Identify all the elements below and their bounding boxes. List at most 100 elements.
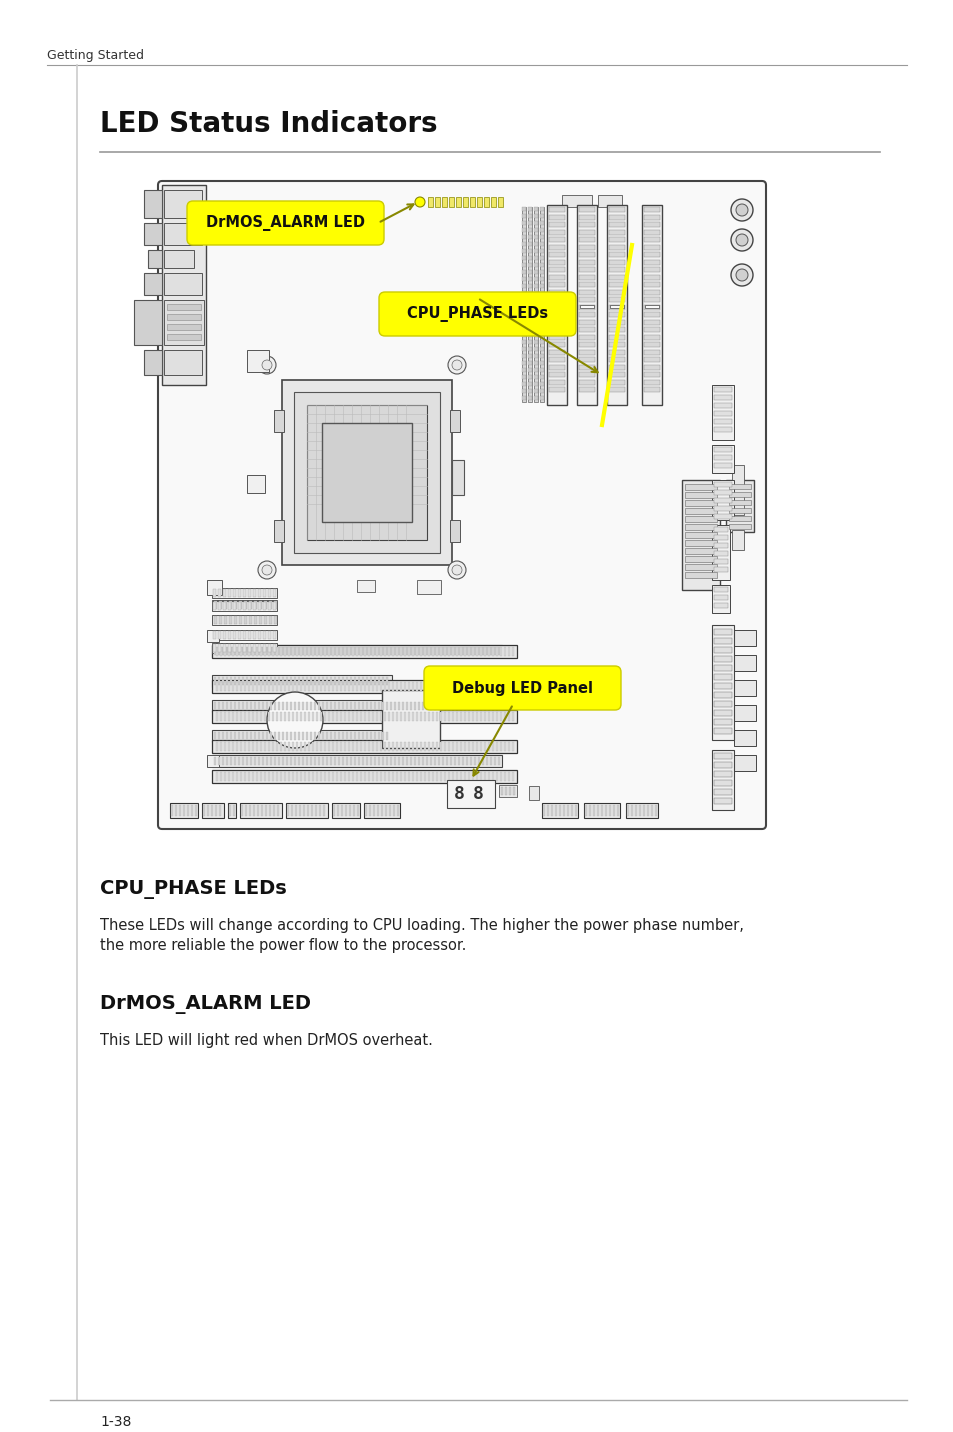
Bar — [212, 644, 501, 657]
Bar — [315, 712, 317, 720]
Bar — [521, 390, 525, 392]
Bar — [578, 312, 595, 316]
Bar — [539, 235, 543, 239]
Bar — [366, 677, 368, 684]
Bar — [224, 682, 226, 692]
Bar — [521, 213, 525, 218]
Bar — [262, 758, 264, 765]
Bar — [322, 758, 324, 765]
Bar — [392, 742, 394, 750]
Bar — [578, 365, 595, 369]
Bar — [608, 379, 624, 385]
Bar — [548, 282, 564, 286]
Bar — [253, 616, 256, 624]
Circle shape — [257, 357, 275, 374]
Bar — [463, 712, 465, 720]
Bar — [213, 616, 216, 624]
Bar — [401, 647, 403, 654]
Bar — [286, 647, 288, 654]
Bar — [341, 758, 344, 765]
Bar — [711, 526, 729, 580]
Bar — [288, 682, 290, 692]
Bar — [233, 702, 235, 710]
Bar — [220, 647, 222, 656]
Bar — [339, 742, 341, 750]
Bar — [228, 682, 230, 692]
Bar — [468, 742, 470, 750]
Bar — [336, 805, 338, 816]
Bar — [509, 788, 511, 795]
Bar — [608, 365, 624, 369]
Bar — [218, 601, 221, 610]
Bar — [290, 732, 292, 740]
Bar — [410, 702, 412, 710]
Bar — [491, 198, 496, 208]
Bar — [228, 647, 230, 656]
Bar — [534, 276, 537, 281]
Bar — [224, 772, 226, 780]
Bar — [164, 190, 202, 218]
Bar — [274, 732, 275, 740]
Bar — [230, 702, 232, 710]
Bar — [304, 742, 306, 750]
Bar — [588, 805, 590, 816]
Bar — [346, 732, 348, 740]
Bar — [713, 719, 731, 725]
Bar — [606, 205, 626, 405]
Bar — [337, 758, 339, 765]
Bar — [578, 296, 595, 302]
Bar — [711, 385, 733, 440]
Bar — [246, 758, 248, 765]
Bar — [608, 326, 624, 332]
Bar — [218, 632, 221, 639]
Bar — [269, 601, 272, 609]
Text: 8: 8 — [473, 785, 483, 803]
Bar — [527, 334, 532, 337]
Circle shape — [735, 269, 747, 281]
Bar — [332, 772, 334, 780]
Bar — [339, 682, 341, 692]
Bar — [248, 682, 250, 692]
Bar — [684, 500, 717, 505]
Bar — [394, 647, 395, 654]
Bar — [713, 420, 731, 424]
Bar — [527, 271, 532, 274]
Bar — [310, 647, 312, 654]
Bar — [534, 256, 537, 261]
Bar — [500, 788, 502, 795]
Bar — [731, 530, 743, 550]
Bar — [521, 334, 525, 337]
Text: DrMOS_ALARM LED: DrMOS_ALARM LED — [206, 215, 365, 231]
Bar — [434, 702, 436, 710]
Bar — [326, 758, 328, 765]
Bar — [534, 249, 537, 253]
Bar — [713, 455, 731, 460]
Bar — [233, 644, 235, 652]
Bar — [339, 647, 341, 656]
Bar — [481, 647, 483, 654]
Bar — [503, 742, 505, 750]
Bar — [243, 601, 246, 610]
Bar — [450, 410, 459, 432]
Bar — [430, 758, 432, 765]
Bar — [432, 742, 434, 750]
Bar — [452, 712, 454, 720]
Bar — [252, 712, 253, 720]
Bar — [294, 805, 296, 816]
Bar — [713, 447, 731, 453]
Bar — [527, 375, 532, 379]
Bar — [428, 198, 433, 208]
Bar — [243, 632, 246, 639]
Bar — [630, 805, 633, 816]
Bar — [527, 242, 532, 246]
Bar — [713, 395, 731, 400]
Bar — [222, 677, 224, 684]
Bar — [496, 682, 497, 692]
Bar — [268, 601, 271, 610]
Bar — [308, 712, 310, 720]
Bar — [164, 251, 193, 268]
Bar — [317, 677, 319, 684]
Bar — [274, 410, 284, 432]
Bar — [462, 198, 468, 208]
Bar — [295, 772, 297, 780]
